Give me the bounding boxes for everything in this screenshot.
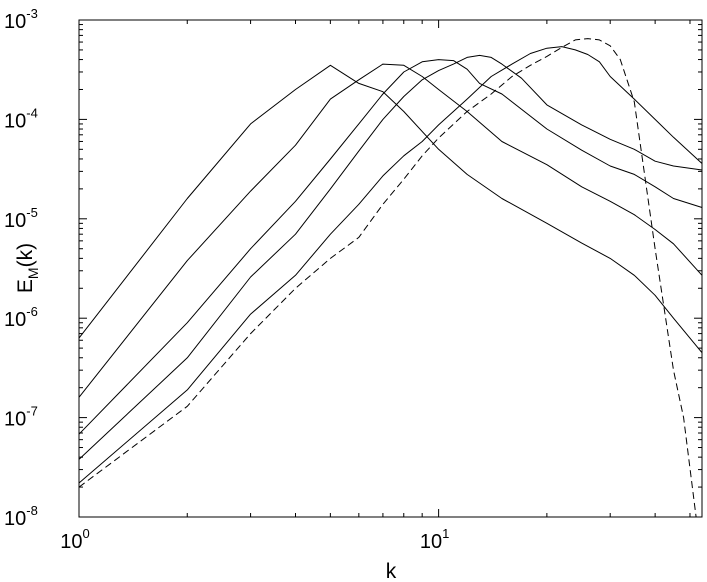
x-tick-label-base: 10: [420, 531, 442, 553]
y-tick-label: 10-6: [4, 304, 38, 331]
x-tick-label-exponent: 1: [442, 526, 449, 541]
y-tick-label-exponent: -7: [26, 404, 38, 419]
plot-frame: [78, 19, 703, 518]
y-tick-label-exponent: -3: [26, 6, 38, 21]
series-layer: [78, 38, 703, 518]
y-tick-label: 10-4: [4, 105, 38, 132]
y-axis-label-tail: (k): [14, 243, 37, 268]
series-line-5: [78, 46, 703, 484]
y-tick-label: 10-8: [4, 503, 38, 530]
y-tick-label-base: 10: [4, 110, 26, 132]
y-axis-label-sub: M: [25, 267, 41, 279]
series-line-1: [78, 64, 703, 354]
y-tick-label-exponent: -4: [26, 105, 38, 120]
y-tick-label-base: 10: [4, 309, 26, 331]
axis-ticks: [78, 19, 702, 518]
x-tick-label: 101: [420, 526, 449, 553]
y-tick-label-base: 10: [4, 409, 26, 431]
series-line-dashed: [78, 38, 697, 518]
x-tick-label: 100: [60, 526, 89, 553]
series-line-4: [78, 54, 703, 460]
series-line-2: [78, 63, 703, 398]
y-tick-label: 10-5: [4, 205, 38, 232]
x-tick-label-exponent: 0: [83, 526, 90, 541]
x-tick-label-base: 10: [60, 531, 82, 553]
y-tick-label-exponent: -6: [26, 304, 38, 319]
y-tick-label-base: 10: [4, 210, 26, 232]
y-tick-label-base: 10: [4, 11, 26, 33]
y-tick-label-exponent: -8: [26, 503, 38, 518]
y-tick-label-base: 10: [4, 508, 26, 530]
y-tick-label-exponent: -5: [26, 205, 38, 220]
series-line-3: [78, 59, 703, 435]
y-tick-label: 10-3: [4, 6, 38, 33]
y-tick-label: 10-7: [4, 404, 38, 431]
y-axis-label: EM(k): [14, 243, 41, 293]
y-axis-label-main: E: [14, 279, 37, 293]
x-axis-label: k: [386, 560, 397, 582]
